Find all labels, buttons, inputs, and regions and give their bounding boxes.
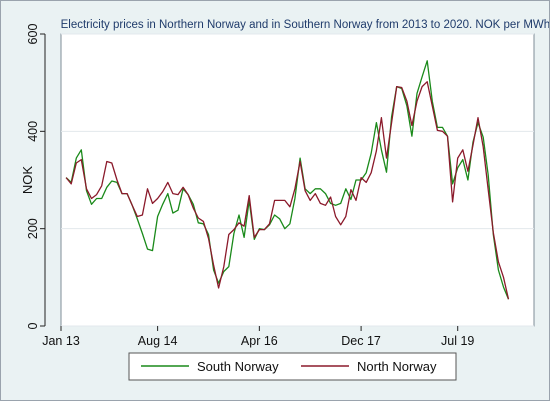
y-tick-label: 600: [26, 24, 40, 45]
grid-lines: [61, 33, 534, 327]
legend-label: North Norway: [357, 359, 437, 374]
x-tick-label: Jul 19: [441, 334, 474, 348]
x-tick-label: Aug 14: [138, 334, 178, 348]
chart-title: Electricity prices in Northern Norway an…: [61, 19, 549, 31]
y-tick-label: 400: [26, 121, 40, 142]
axes: 0 200 400 600 Jan 13 Aug 14 Apr 16 Dec 17 Jul 19: [26, 24, 474, 348]
legend-label: South Norway: [197, 359, 279, 374]
y-axis-title: NOK: [20, 166, 35, 195]
y-tick-label: 0: [26, 322, 40, 329]
x-tick-label: Jan 13: [42, 334, 80, 348]
series-line-north-norway: [65, 81, 510, 300]
series-line-south-norway: [65, 60, 510, 300]
series-lines: [65, 60, 510, 300]
x-tick-label: Dec 17: [341, 334, 381, 348]
y-tick-label: 200: [26, 218, 40, 239]
x-tick-label: Apr 16: [241, 334, 278, 348]
legend-entries: South Norway North Norway: [141, 359, 437, 374]
